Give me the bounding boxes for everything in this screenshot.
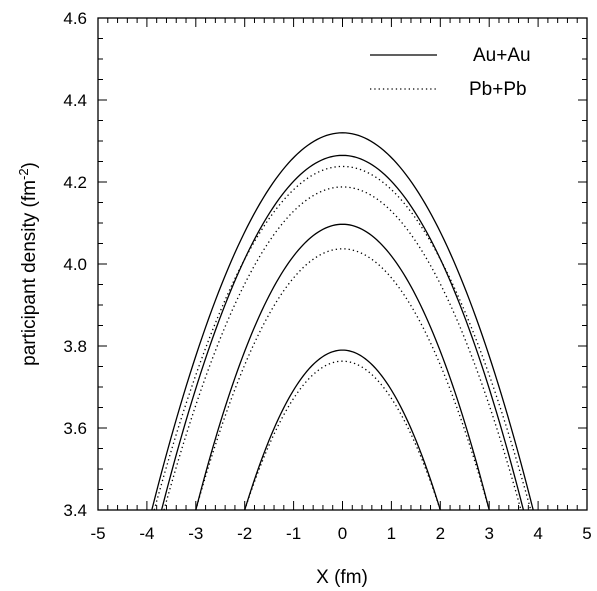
curve-pb-pb-4 <box>244 360 441 511</box>
legend-label-pb-pb: Pb+Pb <box>469 79 527 100</box>
x-tick-label: -3 <box>188 524 203 543</box>
curve-pb-pb-1 <box>153 165 532 511</box>
y-tick-label: 4.0 <box>63 255 87 274</box>
ticks-layer: -5 -4 -3 -2 -1 0 1 2 3 4 5 3.4 3.6 3.8 4.0 4.2 4.4 4.6 <box>63 9 591 543</box>
y-tick-label: 4.2 <box>63 173 87 192</box>
x-tick-label: -5 <box>90 524 105 543</box>
x-tick-label: 5 <box>582 524 591 543</box>
plot-frame <box>97 17 588 511</box>
curve-pb-pb-2 <box>163 186 522 511</box>
x-tick-label: 0 <box>338 524 347 543</box>
x-tick-label: -1 <box>286 524 301 543</box>
legend: Au+Au Pb+Pb <box>370 45 531 100</box>
y-axis-label-exponent: -2 <box>16 168 31 180</box>
y-axis-label-close: ) <box>19 162 40 168</box>
x-tick-label: 3 <box>484 524 493 543</box>
y-tick-label: 3.6 <box>63 419 87 438</box>
x-axis-label: X (fm) <box>316 567 368 588</box>
x-tick-label: -4 <box>139 524 154 543</box>
y-tick-label: 3.4 <box>63 501 87 520</box>
y-tick-label: 4.6 <box>63 9 87 28</box>
legend-label-au-au: Au+Au <box>473 45 531 66</box>
curves-layer <box>151 132 534 511</box>
curve-au-au-1 <box>151 132 534 511</box>
curve-au-au-4 <box>244 349 441 511</box>
x-tick-label: 4 <box>533 524 542 543</box>
x-tick-label: -2 <box>237 524 252 543</box>
curve-au-au-3 <box>195 223 490 511</box>
curve-pb-pb-3 <box>195 248 490 511</box>
y-axis-label-main: participant density (fm <box>19 180 40 366</box>
y-tick-label: 3.8 <box>63 337 87 356</box>
y-tick-label: 4.4 <box>63 91 87 110</box>
x-tick-label: 1 <box>387 524 396 543</box>
x-tick-label: 2 <box>436 524 445 543</box>
y-axis-label: participant density (fm-2) <box>16 162 40 366</box>
curve-au-au-2 <box>160 154 525 511</box>
